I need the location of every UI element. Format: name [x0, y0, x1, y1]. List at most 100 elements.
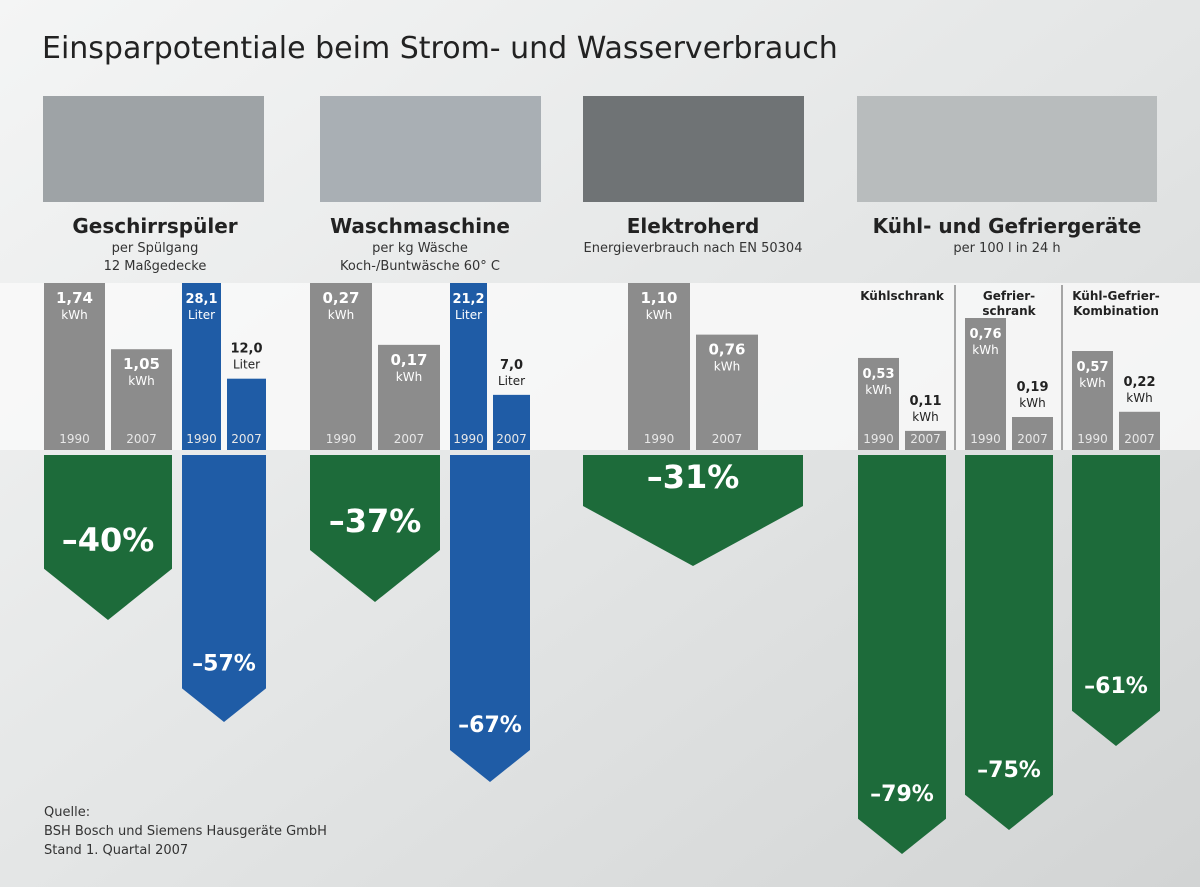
savings-label: –67% — [458, 713, 522, 738]
bar — [1119, 411, 1160, 450]
year-label: 1990 — [59, 432, 90, 446]
year-label: 1990 — [863, 432, 894, 446]
savings-label: –37% — [329, 502, 422, 540]
value-label: 0,57 — [1076, 360, 1108, 375]
value-label: 0,11 — [909, 394, 941, 409]
savings-label: –75% — [977, 758, 1041, 783]
unit-label: kWh — [396, 370, 422, 384]
series-name: Kühl-Gefrier- — [1072, 289, 1160, 303]
value-label: 1,10 — [640, 289, 677, 307]
value-label: 0,53 — [862, 367, 894, 382]
unit-label: kWh — [912, 410, 938, 424]
bar — [905, 430, 946, 450]
bar — [1012, 417, 1053, 450]
panel-title: Elektroherd — [627, 214, 760, 238]
source-line: Stand 1. Quartal 2007 — [44, 843, 188, 858]
year-label: 2007 — [910, 432, 941, 446]
unit-label: kWh — [646, 308, 672, 322]
panel-subtitle: per Spülgang — [112, 241, 199, 256]
bar — [1072, 351, 1113, 450]
value-label: 1,74 — [56, 289, 93, 307]
bar — [310, 283, 372, 450]
bar — [111, 349, 172, 450]
savings-arrow — [310, 455, 440, 602]
bar — [44, 283, 105, 450]
year-label: 1990 — [644, 432, 675, 446]
year-label: 2007 — [394, 432, 425, 446]
value-label: 0,76 — [969, 327, 1001, 342]
savings-label: –61% — [1084, 674, 1148, 699]
savings-arrow — [858, 455, 946, 854]
bar — [696, 334, 758, 450]
photo-oven — [583, 96, 804, 202]
savings-label: –31% — [647, 458, 740, 496]
bar — [182, 283, 221, 450]
panel-subtitle: per 100 l in 24 h — [953, 241, 1060, 256]
series-name: schrank — [982, 304, 1036, 318]
source-line: Quelle: — [44, 805, 90, 820]
photo-dishwasher — [43, 96, 264, 202]
value-label: 0,19 — [1016, 380, 1048, 395]
unit-label: kWh — [865, 383, 891, 397]
bar — [450, 283, 487, 450]
series-name: Kombination — [1073, 304, 1159, 318]
savings-label: –40% — [62, 521, 155, 559]
value-label: 0,27 — [322, 289, 359, 307]
year-label: 1990 — [326, 432, 357, 446]
value-label: 0,17 — [390, 351, 427, 369]
savings-arrow — [182, 455, 266, 722]
value-label: 28,1 — [185, 292, 217, 307]
savings-arrow — [583, 455, 803, 566]
source-line: BSH Bosch und Siemens Hausgeräte GmbH — [44, 824, 327, 839]
series-name: Gefrier- — [983, 289, 1035, 303]
savings-arrow — [1072, 455, 1160, 746]
value-label: 1,05 — [123, 355, 160, 373]
bar — [858, 357, 899, 450]
year-label: 1990 — [186, 432, 217, 446]
unit-label: Liter — [188, 308, 215, 322]
year-label: 1990 — [970, 432, 1001, 446]
year-label: 1990 — [453, 432, 484, 446]
savings-label: –79% — [870, 782, 934, 807]
value-label: 12,0 — [230, 342, 262, 357]
unit-label: kWh — [328, 308, 354, 322]
year-label: 2007 — [1017, 432, 1048, 446]
unit-label: kWh — [972, 343, 998, 357]
savings-arrow — [44, 455, 172, 620]
panel-subtitle: Energieverbrauch nach EN 50304 — [584, 241, 803, 256]
value-label: 21,2 — [452, 292, 484, 307]
value-label: 0,76 — [708, 341, 745, 359]
bar — [227, 378, 266, 450]
panel-title: Waschmaschine — [330, 214, 510, 238]
bar — [493, 394, 530, 450]
bar — [378, 344, 440, 450]
panel-title: Kühl- und Gefriergeräte — [873, 214, 1142, 238]
year-label: 2007 — [496, 432, 527, 446]
photo-fridge — [857, 96, 1157, 202]
unit-label: kWh — [1019, 396, 1045, 410]
value-label: 7,0 — [500, 358, 523, 373]
photo-washer — [320, 96, 541, 202]
panel-title: Geschirrspüler — [72, 214, 237, 238]
bar — [965, 318, 1006, 450]
savings-arrow — [450, 455, 530, 782]
series-name: Kühlschrank — [860, 289, 945, 303]
unit-label: kWh — [714, 360, 740, 374]
unit-label: kWh — [61, 308, 87, 322]
title: Einsparpotentiale beim Strom- und Wasser… — [42, 31, 838, 66]
year-label: 2007 — [126, 432, 157, 446]
year-label: 2007 — [231, 432, 262, 446]
year-label: 2007 — [1124, 432, 1155, 446]
panel-subtitle: Koch-/Buntwäsche 60° C — [340, 259, 500, 274]
value-label: 0,22 — [1123, 375, 1155, 390]
savings-arrow — [965, 455, 1053, 830]
unit-label: kWh — [1126, 391, 1152, 405]
unit-label: kWh — [1079, 376, 1105, 390]
year-label: 2007 — [712, 432, 743, 446]
unit-label: Liter — [455, 308, 482, 322]
panel-subtitle: 12 Maßgedecke — [104, 259, 207, 274]
savings-label: –57% — [192, 651, 256, 676]
unit-label: Liter — [498, 374, 525, 388]
